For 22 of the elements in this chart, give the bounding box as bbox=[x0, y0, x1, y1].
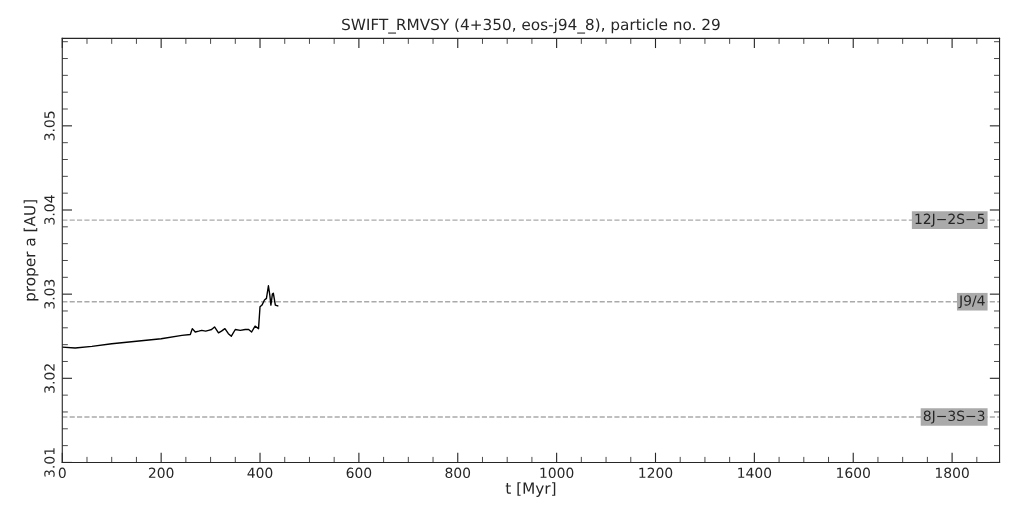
line-series bbox=[62, 285, 279, 349]
x-tick-label: 1200 bbox=[639, 467, 673, 479]
x-tick-label: 400 bbox=[247, 467, 273, 479]
y-tick-label: 3.04 bbox=[44, 195, 55, 225]
x-tick-label: 800 bbox=[445, 467, 471, 479]
x-tick-label: 1400 bbox=[738, 467, 772, 479]
chart-title: SWIFT_RMVSY (4+350, eos-j94_8), particle no. 29 bbox=[342, 18, 720, 34]
ref-line-label: 12J−2S−5 bbox=[915, 213, 985, 227]
x-tick-label: 1600 bbox=[837, 467, 870, 479]
y-tick-label: 3.05 bbox=[44, 111, 55, 141]
x-tick-label: 1800 bbox=[935, 467, 969, 479]
x-tick-label: 200 bbox=[148, 467, 174, 479]
y-tick-label: 3.02 bbox=[44, 364, 55, 393]
y-axis-title: proper a [AU] bbox=[23, 200, 39, 301]
y-tick-label: 3.03 bbox=[44, 279, 55, 309]
x-tick-label: 0 bbox=[58, 467, 66, 479]
ref-line-label: 8J−3S−3 bbox=[923, 410, 985, 424]
ref-line-label: J9/4 bbox=[958, 295, 985, 309]
x-axis-title: t [Myr] bbox=[505, 482, 556, 497]
y-tick-label: 3.01 bbox=[44, 448, 55, 477]
x-tick-label: 600 bbox=[346, 467, 372, 479]
x-tick-label: 1000 bbox=[540, 467, 574, 479]
